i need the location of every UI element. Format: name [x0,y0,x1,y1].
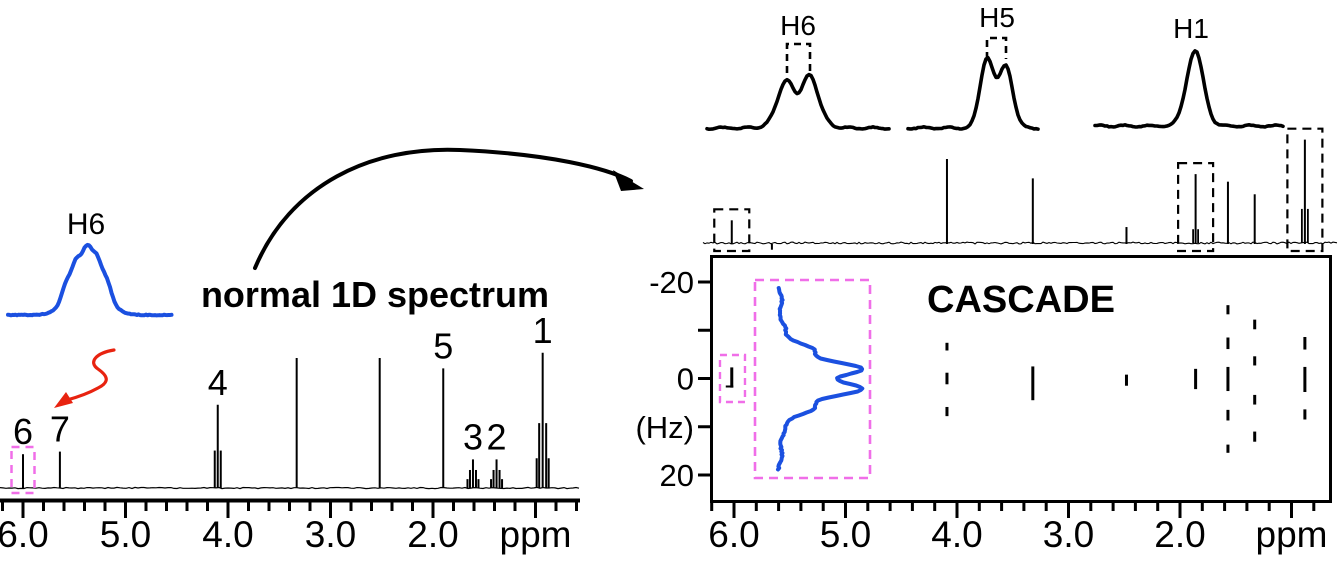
peak-number-label: 2 [487,416,507,457]
x-axis-tick-label: 6.0 [0,514,49,555]
expansion-trace-h1 [1093,49,1285,129]
highlight-box [1286,127,1324,253]
zoom-arrow [253,147,633,270]
spectrum-baseline [0,486,580,490]
multiplet-expansions [705,36,1285,131]
expansion-trace-h6 [705,72,891,131]
peak-number-label: 4 [208,362,228,403]
highlight-box [1177,162,1215,253]
x-axis-tick-label: 4.0 [202,514,253,555]
pink-highlight-box-large [753,278,872,480]
expansion-label-h1: H1 [1173,13,1209,44]
right-1d-spectrum [702,127,1338,253]
expansion-label-h5: H5 [979,2,1015,33]
peak-number-label: 1 [533,310,553,351]
peak-number-label: 5 [433,325,453,366]
x-axis-tick-label: 5.0 [100,514,151,555]
y-axis-tick-label: 0 [677,362,694,397]
y-axis-tick-label: -20 [649,265,694,300]
highlight-box [713,208,751,253]
assignment-arrow-head [54,392,73,408]
x-axis-tick-label: 5.0 [820,514,871,555]
cascade-title: CASCADE [927,279,1115,321]
x-axis-tick-label: 4.0 [931,514,982,555]
x-axis-tick-label: 3.0 [1043,514,1094,555]
cascade-inset-blue-trace [776,286,865,472]
peak-number-label: 6 [13,411,33,452]
x-axis-tick-label: 3.0 [305,514,356,555]
h6-inset-trace [6,242,174,318]
x-axis-tick-label: 2.0 [407,514,458,555]
x-axis-tick-label: ppm [1256,514,1328,555]
pink-highlight-box-small [718,353,747,404]
peak-number-label: 3 [463,416,483,457]
y-axis-tick-label: 20 [660,458,694,493]
expansion-trace-h5 [906,55,1040,131]
cascade-2d-panel: -20 0 (Hz) 20 6.0 5.0 4.0 3.0 2.0 ppm [635,255,1332,555]
left-1d-spectrum: 6.0 5.0 4.0 3.0 2.0 ppm 6 7 4 5 3 2 1 [0,310,580,555]
spectrum-baseline [702,241,1338,245]
assignment-arrow [65,348,116,402]
expansion-label-h6: H6 [780,10,816,41]
h6-inset-multiplet [6,242,174,318]
zoom-arrow-head [613,170,644,191]
inset-h6-label: H6 [67,208,105,241]
dashed-bracket-h6 [785,42,812,73]
peak-number-label: 7 [50,409,70,450]
y-axis-unit-label: (Hz) [635,410,694,445]
dashed-bracket-h5 [985,36,1008,59]
left-caption: normal 1D spectrum [201,274,549,315]
x-axis-tick-label: 6.0 [708,514,759,555]
highlight-box-peak6 [10,445,36,495]
x-axis-tick-label: 2.0 [1154,514,1205,555]
x-axis-tick-label: ppm [500,514,572,555]
